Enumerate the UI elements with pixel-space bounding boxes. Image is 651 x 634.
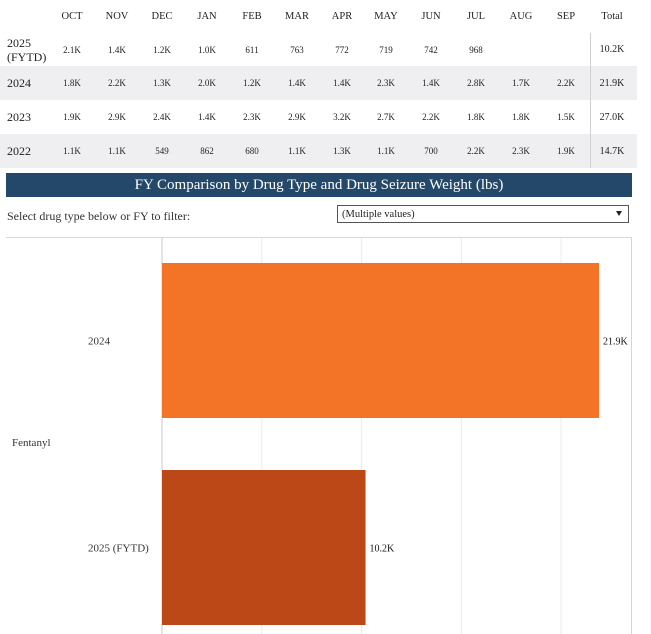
bar-value-label: 21.9K [603,337,629,348]
section-banner: FY Comparison by Drug Type and Drug Seiz… [6,173,632,197]
table-cell[interactable]: 1.2K [153,44,171,55]
table-total-cell[interactable]: 10.2K [599,44,625,55]
table-cell[interactable]: 2.0K [198,78,216,88]
table-cell[interactable]: 1.1K [63,146,81,156]
category-label: 2024 [88,336,111,348]
table-cell[interactable]: 1.4K [333,78,351,88]
column-header: NOV [105,11,129,22]
table-cell[interactable]: 719 [379,44,393,55]
total-column-divider [590,66,638,100]
table-cell[interactable]: 763 [290,44,304,55]
table-cell[interactable]: 968 [469,44,483,55]
row-year-label: 2024 [7,76,31,90]
bar[interactable] [162,470,366,625]
table-cell[interactable]: 1.9K [557,146,575,156]
table-cell[interactable]: 2.1K [63,44,81,55]
table-cell[interactable]: 1.0K [198,44,216,55]
table-cell[interactable]: 1.3K [153,78,171,88]
column-header: JUN [421,11,441,22]
table-cell[interactable]: 2.2K [108,78,126,88]
banner-title: FY Comparison by Drug Type and Drug Seiz… [134,176,504,193]
column-header: AUG [509,11,533,22]
total-column-divider [590,134,638,168]
category-label: 2025 (FYTD) [88,543,149,555]
table-cell[interactable]: 1.5K [557,112,575,122]
chevron-down-icon [616,211,622,216]
table-total-cell[interactable]: 14.7K [599,145,625,157]
column-header: OCT [61,11,83,22]
table-cell[interactable]: 1.4K [422,78,440,88]
table-row: 2023 1.9K 2.9K 2.4K 1.4K 2.3K 2.9K 3.2K 2.7K 2.2K… [0,100,637,134]
table-cell[interactable]: 2.3K [512,146,530,156]
column-header: APR [331,11,353,22]
table-cell[interactable]: 2.3K [243,112,261,122]
table-cell[interactable]: 1.8K [512,112,530,122]
filter-label: Select drug type below or FY to filter: [7,209,191,223]
table-cell[interactable]: 700 [424,146,438,156]
table-cell[interactable]: 1.4K [108,44,126,55]
table-cell[interactable]: 1.3K [333,146,351,156]
table-cell[interactable]: 1.9K [63,112,81,122]
row-year-label: 2023 [7,110,31,124]
bar-value-label: 10.2K [370,544,396,555]
table-cell[interactable]: 1.7K [512,78,530,88]
bar[interactable] [162,263,600,418]
table-cell[interactable]: 2.4K [153,112,171,122]
total-column-divider [590,100,638,134]
column-header: JUL [466,11,486,22]
table-cell[interactable]: 2.3K [377,78,395,88]
row-year-label: 2022 [7,144,31,158]
table-cell[interactable]: 2.2K [557,78,575,88]
table-cell[interactable]: 3.2K [333,112,351,122]
row-year-label: 2025 (FYTD) [7,35,47,64]
column-header: MAY [374,11,398,22]
table-cell[interactable]: 549 [155,146,169,156]
table-cell[interactable]: 772 [335,44,349,55]
chart-frame [6,237,632,634]
column-header: MAR [285,11,309,22]
dropdown-value: (Multiple values) [342,208,415,220]
table-cell[interactable]: 680 [245,146,259,156]
table-cell[interactable]: 2.9K [108,112,126,122]
table-row: 2022 1.1K 1.1K 549 862 680 1.1K 1.3K 1.1K 700 2.2K… [0,134,637,168]
table-cell[interactable]: 1.4K [288,78,306,88]
table-row: 2025 (FYTD) 2.1K 1.4K 1.2K 1.0K 611 763 772 719 74… [0,33,637,66]
fy-filter-dropdown[interactable]: (Multiple values) [337,205,629,223]
column-header: JAN [197,11,217,22]
column-header: Total [601,11,623,22]
table-total-cell[interactable]: 27.0K [599,111,625,123]
table-cell[interactable]: 611 [245,44,259,55]
table-cell[interactable]: 1.1K [108,146,126,156]
table-cell[interactable]: 1.4K [198,112,216,122]
table-cell[interactable]: 2.8K [467,78,485,88]
column-header: SEP [556,11,576,22]
table-cell[interactable]: 862 [200,146,214,156]
table-cell[interactable]: 1.8K [63,78,81,88]
table-cell[interactable]: 2.7K [377,112,395,122]
table-cell[interactable]: 1.1K [288,146,306,156]
column-header: FEB [242,11,262,22]
table-cell[interactable]: 1.2K [243,78,261,88]
group-label: Fentanyl [12,437,51,449]
total-column-divider [590,33,638,66]
table-cell[interactable]: 2.2K [467,146,485,156]
table-header-row: OCT NOV DEC JAN FEB MAR APR MAY JUN JUL AUG SEP Tota… [0,0,637,33]
table-cell[interactable]: 742 [424,44,438,55]
table-cell[interactable]: 1.8K [467,112,485,122]
table-cell[interactable]: 1.1K [377,146,395,156]
table-total-cell[interactable]: 21.9K [599,77,625,89]
table-row: 2024 1.8K 2.2K 1.3K 2.0K 1.2K 1.4K 1.4K 2.3K 1.4K… [0,66,637,100]
table-cell[interactable]: 2.2K [422,112,440,122]
table-cell[interactable]: 2.9K [288,112,306,122]
column-header: DEC [151,11,173,22]
